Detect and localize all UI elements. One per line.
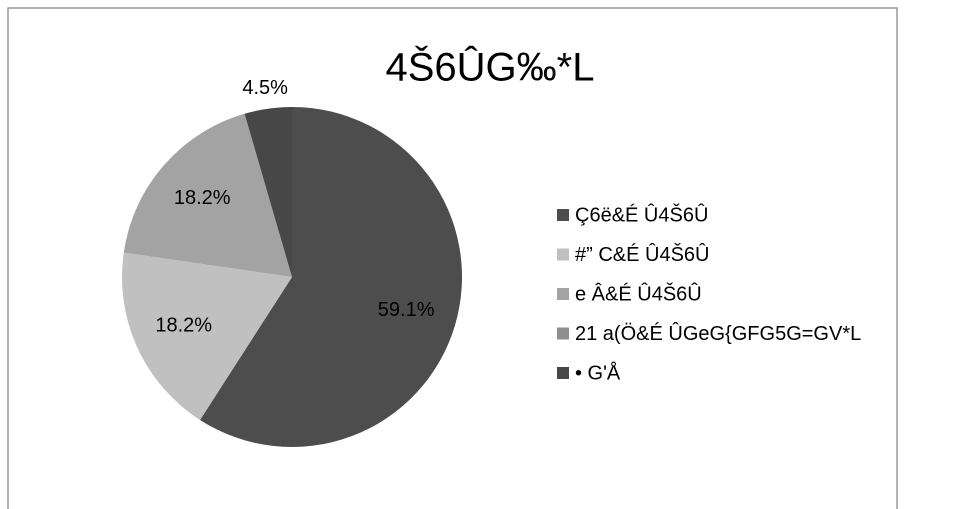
legend-swatch <box>557 327 569 340</box>
legend-swatch <box>557 288 569 300</box>
legend-label: e Â&É Û4Š6Û <box>575 282 702 305</box>
pie-slice <box>121 252 292 420</box>
chart-frame <box>7 7 898 509</box>
data-label: 59.1% <box>378 299 435 321</box>
chart-title: 4Š6ÛG‰*L <box>386 45 595 90</box>
data-label: 18.2% <box>155 315 212 337</box>
legend-label: Ç6ë&É Û4Š6Û <box>575 203 708 226</box>
pie-slice <box>123 113 292 277</box>
legend-swatch <box>557 367 569 379</box>
legend-label: • G'Å <box>575 361 621 384</box>
legend-swatch <box>557 209 569 221</box>
legend-label: #” C&É Û4Š6Û <box>575 243 710 266</box>
legend-swatch <box>557 248 569 261</box>
legend-label: 21 a(Ö&É ÛGeG{GFG5G=GV*L <box>575 322 861 345</box>
data-label: 18.2% <box>174 187 231 209</box>
data-label: 4.5% <box>242 77 288 99</box>
pie-slice <box>244 107 292 277</box>
pie-slice <box>200 107 462 447</box>
